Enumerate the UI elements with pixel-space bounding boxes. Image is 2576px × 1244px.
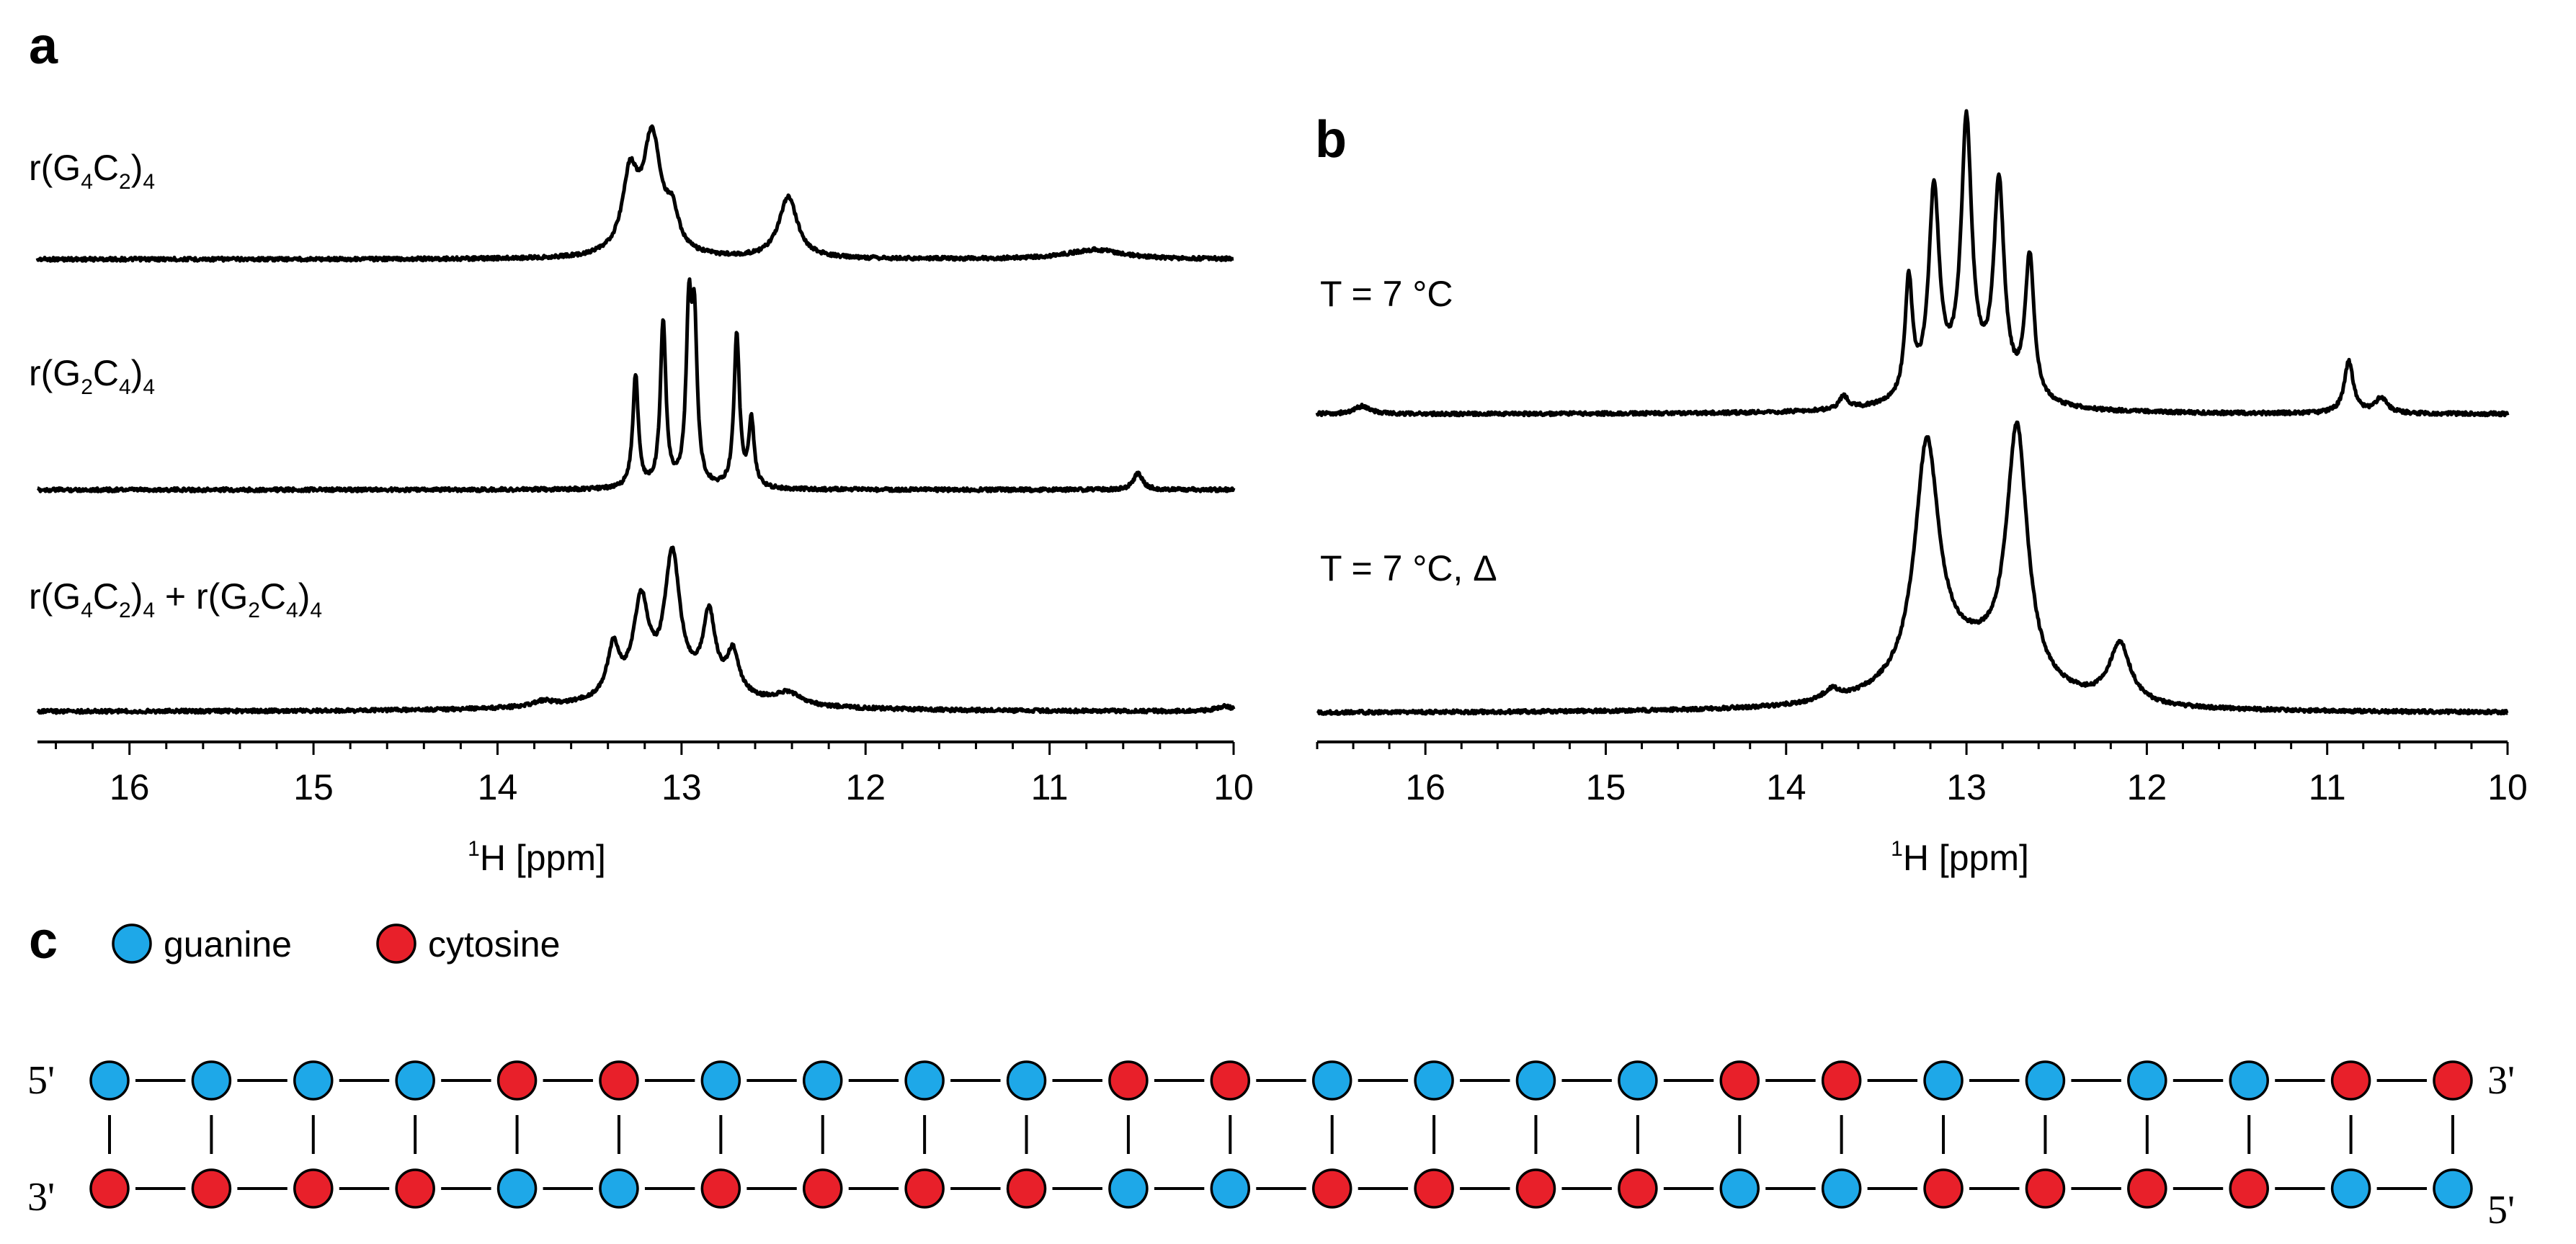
- panel-b-x-tick-label: 13: [1946, 767, 1987, 807]
- guanine-nucleotide: [293, 1060, 334, 1101]
- spectrum-b2-label: T = 7 °C, Δ: [1320, 548, 1497, 589]
- guanine-nucleotide: [2330, 1168, 2371, 1209]
- cytosine-nucleotide: [2127, 1168, 2167, 1209]
- cytosine-nucleotide: [1618, 1168, 1658, 1209]
- cytosine-nucleotide: [1515, 1168, 1556, 1209]
- guanine-nucleotide: [496, 1168, 538, 1209]
- panel-a-x-tick-label: 15: [293, 767, 334, 807]
- cytosine-nucleotide: [2330, 1060, 2371, 1101]
- panel-a-x-tick-label: 13: [661, 767, 702, 807]
- spectrum-b2-trace: [1316, 420, 2509, 716]
- guanine-nucleotide: [395, 1060, 435, 1101]
- guanine-nucleotide: [1414, 1060, 1454, 1101]
- guanine-nucleotide: [2127, 1060, 2167, 1101]
- rna-duplex: [89, 1060, 2473, 1209]
- cytosine-nucleotide: [293, 1168, 334, 1209]
- top-strand-3prime-label: 3': [2487, 1058, 2515, 1103]
- panel-a-label: a: [29, 17, 58, 75]
- cytosine-nucleotide: [802, 1168, 843, 1209]
- panel-a-x-tick-label: 14: [478, 767, 518, 807]
- cytosine-nucleotide: [904, 1168, 945, 1209]
- guanine-nucleotide: [802, 1060, 843, 1101]
- legend-guanine-label: guanine: [164, 924, 292, 965]
- cytosine-nucleotide: [496, 1060, 538, 1101]
- guanine-nucleotide: [599, 1168, 639, 1209]
- panel-a-x-tick-label: 12: [845, 767, 886, 807]
- bottom-strand-5prime-label: 5': [2487, 1188, 2515, 1232]
- guanine-nucleotide: [1006, 1060, 1047, 1101]
- cytosine-nucleotide: [1719, 1060, 1760, 1101]
- panel-c: c guanine cytosine 5' 3' 3' 5': [27, 912, 2515, 1232]
- panel-b-x-tick-label: 16: [1405, 767, 1445, 807]
- panel-b-x-tick-label: 11: [2309, 767, 2346, 807]
- guanine-nucleotide: [1618, 1060, 1658, 1101]
- spectrum-b1-label: T = 7 °C: [1320, 274, 1453, 314]
- legend-guanine-dot: [112, 923, 152, 964]
- cytosine-nucleotide: [599, 1060, 639, 1101]
- guanine-nucleotide: [1821, 1168, 1862, 1209]
- cytosine-nucleotide: [191, 1168, 232, 1209]
- panel-c-label: c: [29, 912, 58, 970]
- legend-cytosine-label: cytosine: [428, 924, 560, 965]
- guanine-nucleotide: [1923, 1060, 1964, 1101]
- panel-b-x-tick-label: 10: [2487, 767, 2528, 807]
- cytosine-nucleotide: [1210, 1060, 1251, 1101]
- guanine-nucleotide: [2433, 1168, 2473, 1209]
- cytosine-nucleotide: [2229, 1168, 2269, 1209]
- panel-b-x-axis: 16 15 14 13 12 11 10: [1316, 740, 2528, 807]
- top-strand-5prime-label: 5': [27, 1058, 55, 1103]
- spectrum-b1-trace: [1315, 109, 2510, 418]
- guanine-nucleotide: [89, 1060, 130, 1101]
- panel-b-x-tick-label: 15: [1586, 767, 1626, 807]
- panel-b-x-tick-label: 14: [1766, 767, 1806, 807]
- spectrum-a1-trace: [35, 124, 1235, 263]
- cytosine-nucleotide: [700, 1168, 741, 1209]
- guanine-nucleotide: [1515, 1060, 1556, 1101]
- cytosine-nucleotide: [1006, 1168, 1047, 1209]
- guanine-nucleotide: [1210, 1168, 1251, 1209]
- guanine-nucleotide: [1108, 1168, 1149, 1209]
- panel-a-x-tick-label: 16: [110, 767, 150, 807]
- panel-b-x-tick-label: 12: [2127, 767, 2167, 807]
- spectrum-a1-label: r(G4C2)4: [29, 148, 155, 194]
- cytosine-nucleotide: [395, 1168, 435, 1209]
- spectrum-a2-trace: [36, 277, 1236, 493]
- panel-a-x-axis-label: 1H [ppm]: [468, 837, 606, 878]
- cytosine-nucleotide: [1414, 1168, 1454, 1209]
- guanine-nucleotide: [2229, 1060, 2269, 1101]
- guanine-nucleotide: [191, 1060, 232, 1101]
- cytosine-nucleotide: [2433, 1060, 2473, 1101]
- panel-a-x-axis: 16 15 14 13 12 11 10: [37, 740, 1254, 807]
- guanine-nucleotide: [904, 1060, 945, 1101]
- cytosine-nucleotide: [1108, 1060, 1149, 1101]
- cytosine-nucleotide: [2025, 1168, 2066, 1209]
- guanine-nucleotide: [2025, 1060, 2066, 1101]
- cytosine-nucleotide: [1311, 1168, 1352, 1209]
- cytosine-nucleotide: [1821, 1060, 1862, 1101]
- guanine-nucleotide: [700, 1060, 741, 1101]
- spectrum-a2-label: r(G2C4)4: [29, 353, 155, 399]
- spectrum-a3-trace: [36, 545, 1236, 715]
- panel-b-x-axis-label: 1H [ppm]: [1891, 837, 2029, 878]
- bottom-strand-3prime-label: 3': [27, 1175, 55, 1220]
- panel-a-x-tick-label: 10: [1213, 767, 1254, 807]
- cytosine-nucleotide: [89, 1168, 130, 1209]
- legend-cytosine-dot: [376, 923, 416, 964]
- spectrum-a3-label: r(G4C2)4 + r(G2C4)4: [29, 576, 322, 622]
- panel-a: a r(G4C2)4 r(G2C4)4 r(G4C2)4 + r(G2C4)4 …: [29, 17, 1254, 878]
- panel-b: b T = 7 °C T = 7 °C, Δ 16 15 14 13 12 11 10 1H…: [1315, 109, 2528, 878]
- cytosine-nucleotide: [1923, 1168, 1964, 1209]
- panel-b-label: b: [1315, 111, 1347, 169]
- guanine-nucleotide: [1719, 1168, 1760, 1209]
- panel-a-x-tick-label: 11: [1031, 767, 1069, 807]
- guanine-nucleotide: [1311, 1060, 1352, 1101]
